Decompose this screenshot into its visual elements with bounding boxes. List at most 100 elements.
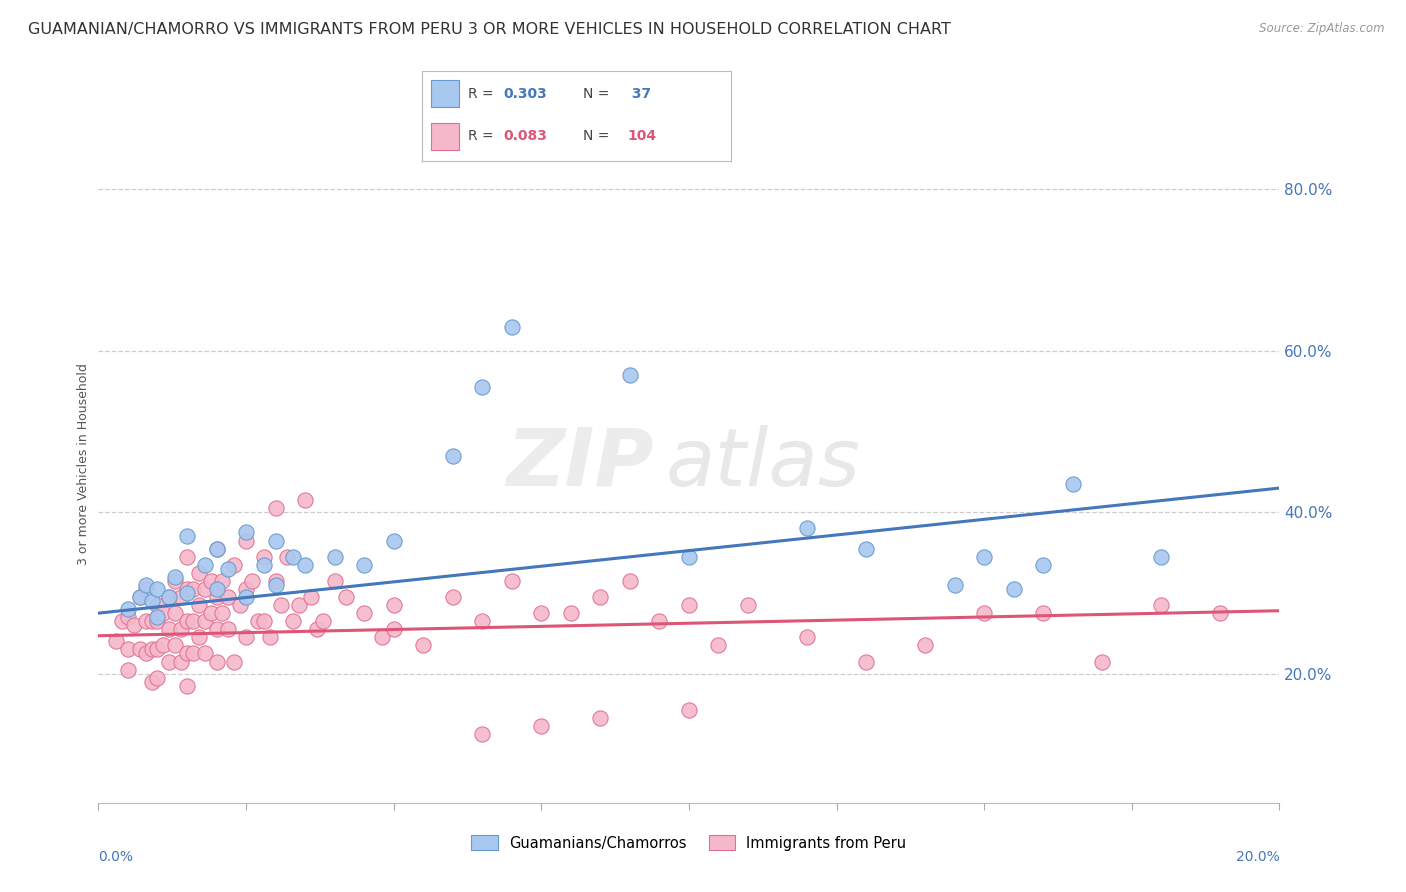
Point [194, 558, 217, 572]
Point [117, 663, 139, 677]
Point [176, 679, 198, 693]
Y-axis label: 3 or more Vehicles in Household: 3 or more Vehicles in Household [77, 363, 90, 565]
Point [973, 606, 995, 620]
FancyBboxPatch shape [432, 80, 458, 107]
Point [176, 529, 198, 543]
Point [737, 598, 759, 612]
Text: Source: ZipAtlas.com: Source: ZipAtlas.com [1260, 22, 1385, 36]
Point [259, 631, 281, 645]
Point [217, 622, 239, 636]
Point [323, 574, 346, 588]
Point [353, 606, 375, 620]
Point [678, 549, 700, 564]
Point [224, 558, 246, 572]
Point [471, 614, 494, 628]
Text: 0.0%: 0.0% [98, 850, 134, 864]
Point [211, 574, 233, 588]
Text: 104: 104 [627, 129, 657, 143]
Point [194, 582, 217, 596]
Point [283, 549, 305, 564]
Point [135, 582, 157, 596]
Point [141, 642, 163, 657]
Point [176, 549, 198, 564]
Point [305, 622, 328, 636]
Point [299, 590, 322, 604]
Point [157, 590, 180, 604]
Point [217, 562, 239, 576]
Point [224, 655, 246, 669]
Point [135, 614, 157, 628]
Point [135, 647, 157, 661]
Point [181, 647, 204, 661]
Point [283, 614, 305, 628]
Point [194, 647, 217, 661]
Point [157, 655, 180, 669]
Point [200, 574, 222, 588]
Point [205, 655, 228, 669]
Point [165, 606, 187, 620]
Point [170, 622, 193, 636]
Point [246, 614, 269, 628]
Point [146, 614, 169, 628]
Point [146, 598, 169, 612]
Point [1150, 598, 1173, 612]
Point [141, 614, 163, 628]
Point [619, 368, 641, 382]
Point [205, 590, 228, 604]
Point [117, 602, 139, 616]
Point [187, 631, 209, 645]
Point [165, 574, 187, 588]
Point [141, 594, 163, 608]
Point [122, 618, 145, 632]
Point [382, 533, 405, 548]
Text: 0.303: 0.303 [503, 87, 547, 101]
Point [157, 622, 180, 636]
Point [176, 614, 198, 628]
Point [111, 614, 134, 628]
Point [146, 582, 169, 596]
Point [205, 582, 228, 596]
Point [270, 598, 292, 612]
Point [240, 574, 263, 588]
Point [205, 541, 228, 556]
Point [530, 719, 553, 733]
Point [146, 671, 169, 685]
Text: R =: R = [468, 87, 494, 101]
Point [157, 590, 180, 604]
Point [1150, 549, 1173, 564]
Point [855, 541, 877, 556]
Point [371, 631, 394, 645]
Point [105, 634, 128, 648]
Point [141, 674, 163, 689]
Point [1002, 582, 1025, 596]
Point [264, 533, 287, 548]
Point [943, 578, 966, 592]
Point [235, 590, 257, 604]
Point [678, 703, 700, 717]
Point [187, 566, 209, 580]
Text: N =: N = [582, 87, 609, 101]
Point [335, 590, 357, 604]
Point [678, 598, 700, 612]
Legend: Guamanians/Chamorros, Immigrants from Peru: Guamanians/Chamorros, Immigrants from Pe… [465, 830, 912, 856]
Text: R =: R = [468, 129, 494, 143]
Point [211, 606, 233, 620]
Point [176, 582, 198, 596]
Point [276, 549, 298, 564]
Point [648, 614, 671, 628]
Text: GUAMANIAN/CHAMORRO VS IMMIGRANTS FROM PERU 3 OR MORE VEHICLES IN HOUSEHOLD CORRE: GUAMANIAN/CHAMORRO VS IMMIGRANTS FROM PE… [28, 22, 950, 37]
Point [253, 549, 276, 564]
Point [181, 582, 204, 596]
Text: atlas: atlas [665, 425, 860, 503]
Point [589, 711, 612, 725]
Point [235, 582, 257, 596]
Point [1032, 558, 1054, 572]
Point [264, 578, 287, 592]
Point [170, 655, 193, 669]
Point [471, 727, 494, 741]
Point [187, 598, 209, 612]
Point [914, 639, 936, 653]
Point [152, 639, 174, 653]
Point [530, 606, 553, 620]
Point [235, 631, 257, 645]
